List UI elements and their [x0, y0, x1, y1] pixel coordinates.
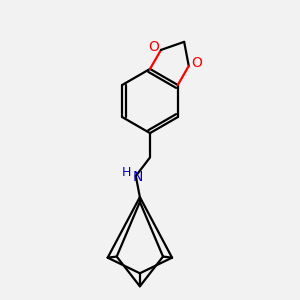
Text: O: O — [148, 40, 159, 54]
Text: H: H — [122, 166, 131, 179]
Text: N: N — [132, 170, 143, 184]
Text: O: O — [191, 56, 202, 70]
